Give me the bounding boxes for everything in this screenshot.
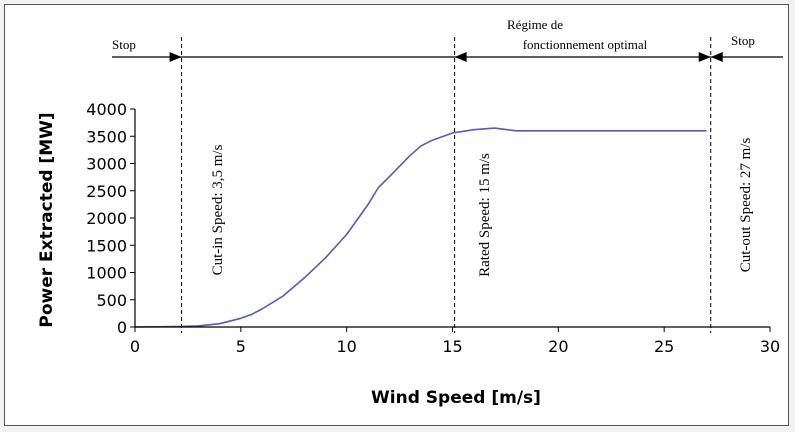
- series-layer: [134, 127, 707, 328]
- x-axis-title: Wind Speed [m/s]: [371, 388, 541, 408]
- y-tick-label: 500: [96, 291, 127, 310]
- x-tick-label: 5: [236, 337, 246, 356]
- power-curve-line: [134, 127, 707, 328]
- y-tick-label: 3500: [86, 127, 127, 146]
- stop-left-arrow-head: [169, 52, 182, 62]
- y-tick-label: 0: [117, 318, 127, 337]
- region-stop-right-label: Stop: [731, 33, 755, 48]
- x-tick-label: 20: [548, 337, 568, 356]
- x-tick-label: 10: [336, 337, 356, 356]
- regions-layer: Stop Régime de fonctionnement optimal St…: [112, 17, 755, 52]
- y-axis-title: Power Extracted [MW]: [37, 112, 57, 327]
- x-tick-label: 15: [442, 337, 462, 356]
- axes-layer: 0 5 10 15 20 25 30 0 500 1000 1500 2000 2500 3000 3500…: [86, 100, 780, 356]
- region-optimal-label-line1: Régime de: [507, 17, 563, 32]
- optimal-region-arrow-head-left: [454, 52, 467, 62]
- x-tick-label: 30: [760, 337, 780, 356]
- y-tick-label: 2500: [86, 182, 127, 201]
- region-optimal-label-line2: fonctionnement optimal: [523, 37, 648, 52]
- rated-speed-label: Rated Speed: 15 m/s: [477, 153, 493, 277]
- stop-right-arrow-head: [710, 52, 723, 62]
- y-tick-label: 2000: [86, 209, 127, 228]
- y-tick-label: 3000: [86, 155, 127, 174]
- cut-in-speed-label: Cut-in Speed: 3,5 m/s: [210, 144, 226, 275]
- arrows-layer: [112, 52, 783, 62]
- y-tick-label: 1500: [86, 236, 127, 255]
- optimal-region-arrow-head-right: [698, 52, 711, 62]
- chart-frame: Stop Régime de fonctionnement optimal St…: [4, 4, 789, 426]
- x-tick-label: 0: [130, 337, 140, 356]
- cut-out-speed-label: Cut-out Speed: 27 m/s: [738, 138, 754, 273]
- y-tick-label: 4000: [86, 100, 127, 119]
- region-stop-left-label: Stop: [112, 37, 136, 52]
- x-tick-label: 25: [654, 337, 674, 356]
- power-curve-chart: Stop Régime de fonctionnement optimal St…: [37, 17, 783, 408]
- vertical-lines-layer: [181, 37, 712, 333]
- y-tick-label: 1000: [86, 264, 127, 283]
